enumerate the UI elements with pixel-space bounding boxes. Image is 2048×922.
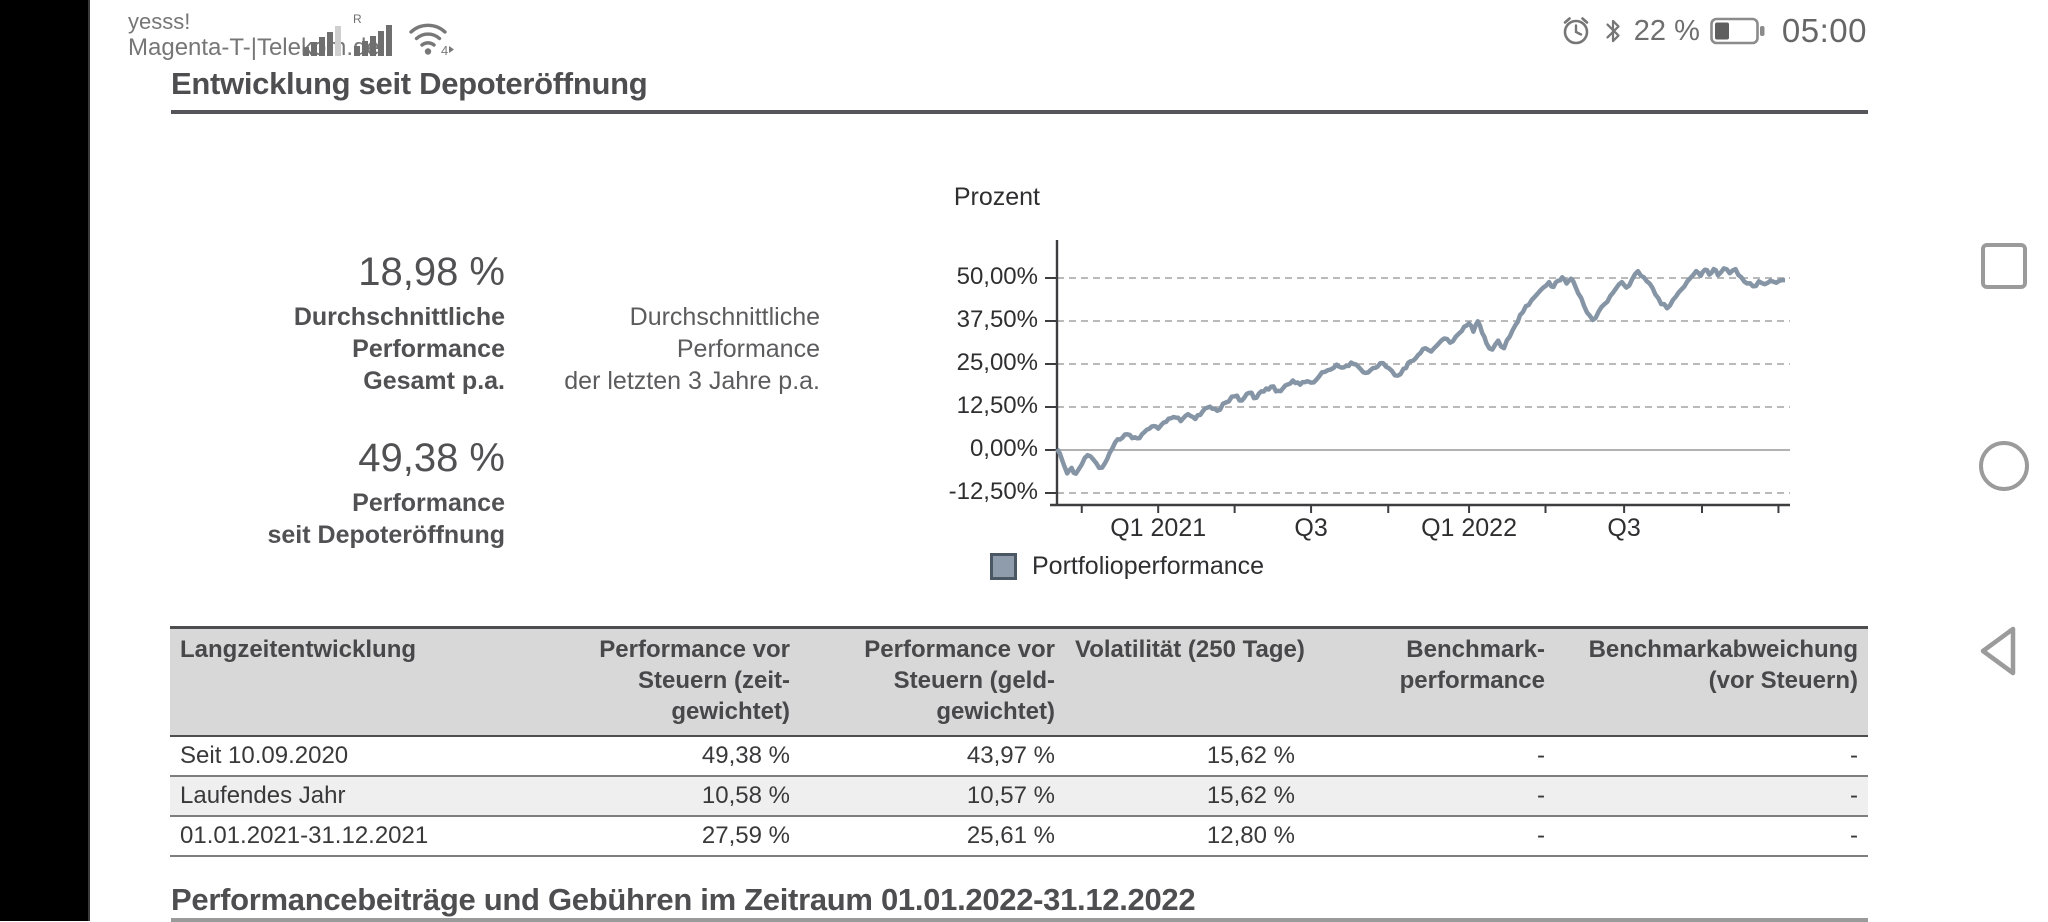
long-term-table: Langzeitentwicklung Performance vor Steu… — [170, 626, 1868, 857]
signal-strength-icon — [303, 24, 343, 56]
table-cell: 25,61 % — [966, 822, 1055, 849]
nav-back-button[interactable] — [1976, 623, 2024, 679]
portfolio-performance-line — [1055, 266, 1785, 476]
col-header-perf-zeitgewichtet: Performance vor Steuern (zeit- gewichtet… — [599, 636, 790, 725]
table-cell: Seit 10.09.2020 — [180, 742, 349, 769]
nav-home-button[interactable] — [1979, 441, 2029, 491]
table-cell: 15,62 % — [1206, 742, 1295, 769]
chart-plot-area — [1045, 238, 1790, 530]
col-header-volatilitaet: Volatilität (250 Tage) — [1075, 636, 1305, 663]
y-tick-label: -12,50% — [948, 478, 1038, 505]
table-cell: - — [1850, 822, 1858, 849]
table-cell: 12,80 % — [1206, 822, 1295, 849]
screen-notch-bar — [0, 0, 90, 921]
col-header-perf-geldgewichtet: Performance vor Steuern (geld- gewichtet… — [864, 636, 1055, 725]
y-tick-label: 0,00% — [969, 435, 1038, 462]
x-tick-label: Q3 — [1294, 514, 1328, 542]
battery-percent: 22 % — [1633, 14, 1700, 47]
carrier-name-1: yesss! — [128, 9, 191, 34]
avg-performance-label: Durchschnittliche Performance Gesamt p.a… — [293, 303, 505, 395]
table-cell: 01.01.2021-31.12.2021 — [180, 822, 429, 849]
table-cell: 49,38 % — [701, 742, 790, 769]
y-tick-label: 12,50% — [956, 392, 1038, 419]
legend-label: Portfolioperformance — [1032, 552, 1265, 580]
table-cell: Laufendes Jahr — [180, 782, 346, 809]
table-cell: 10,57 % — [966, 782, 1055, 809]
chart-legend: Portfolioperformance — [990, 552, 1264, 581]
since-opening-value: 49,38 % — [358, 436, 505, 480]
table-cell: - — [1850, 742, 1858, 769]
next-section-rule — [171, 918, 1868, 922]
y-tick-label: 25,00% — [956, 349, 1038, 376]
chart-axis-title: Prozent — [953, 183, 1040, 211]
table-cell: 27,59 % — [701, 822, 790, 849]
table-cell: - — [1850, 782, 1858, 809]
svg-text:4: 4 — [441, 43, 448, 58]
table-cell: - — [1537, 742, 1545, 769]
table-cell: - — [1537, 782, 1545, 809]
table-header-row: Langzeitentwicklung Performance vor Steu… — [170, 626, 1868, 737]
y-tick-label: 50,00% — [956, 263, 1038, 290]
col-header-langzeitentwicklung: Langzeitentwicklung — [180, 636, 417, 663]
table-row: Laufendes Jahr 10,58 % 10,57 % 15,62 % -… — [170, 775, 1868, 815]
page-title: Entwicklung seit Depoteröffnung — [171, 66, 648, 101]
table-cell: 10,58 % — [701, 782, 790, 809]
title-rule — [171, 110, 1868, 114]
bluetooth-icon — [1602, 14, 1624, 48]
signal-strength-roaming-icon: R — [352, 12, 398, 56]
col-header-benchmarkperformance: Benchmark- performance — [1399, 636, 1545, 694]
avg-3y-performance-label: Durchschnittliche Performance der letzte… — [564, 303, 820, 395]
col-header-benchmarkabweichung: Benchmarkabweichung (vor Steuern) — [1588, 636, 1858, 694]
table-row: Seit 10.09.2020 49,38 % 43,97 % 15,62 % … — [170, 737, 1868, 775]
table-cell: 15,62 % — [1206, 782, 1295, 809]
table-row: 01.01.2021-31.12.2021 27,59 % 25,61 % 12… — [170, 815, 1868, 855]
chart-canvas — [1045, 240, 1790, 513]
x-tick-label: Q1 2022 — [1421, 514, 1517, 542]
nav-recents-button[interactable] — [1981, 243, 2027, 289]
since-opening-label: Performance seit Depoteröffnung — [267, 489, 506, 549]
table-cell: - — [1537, 822, 1545, 849]
x-tick-label: Q1 2021 — [1110, 514, 1207, 542]
wifi-icon: 4 — [408, 18, 456, 58]
legend-swatch — [990, 553, 1017, 580]
battery-icon — [1710, 15, 1766, 47]
x-tick-label: Q3 — [1607, 514, 1641, 542]
avg-performance-value: 18,98 % — [358, 250, 505, 294]
next-section-title: Performancebeiträge und Gebühren im Zeit… — [171, 882, 1196, 917]
roaming-badge: R — [353, 12, 362, 26]
y-tick-label: 37,50% — [956, 306, 1038, 333]
alarm-icon — [1560, 15, 1592, 47]
clock-time: 05:00 — [1781, 12, 1867, 49]
table-cell: 43,97 % — [966, 742, 1055, 769]
status-indicators: 22 % 05:00 — [1560, 12, 1867, 50]
